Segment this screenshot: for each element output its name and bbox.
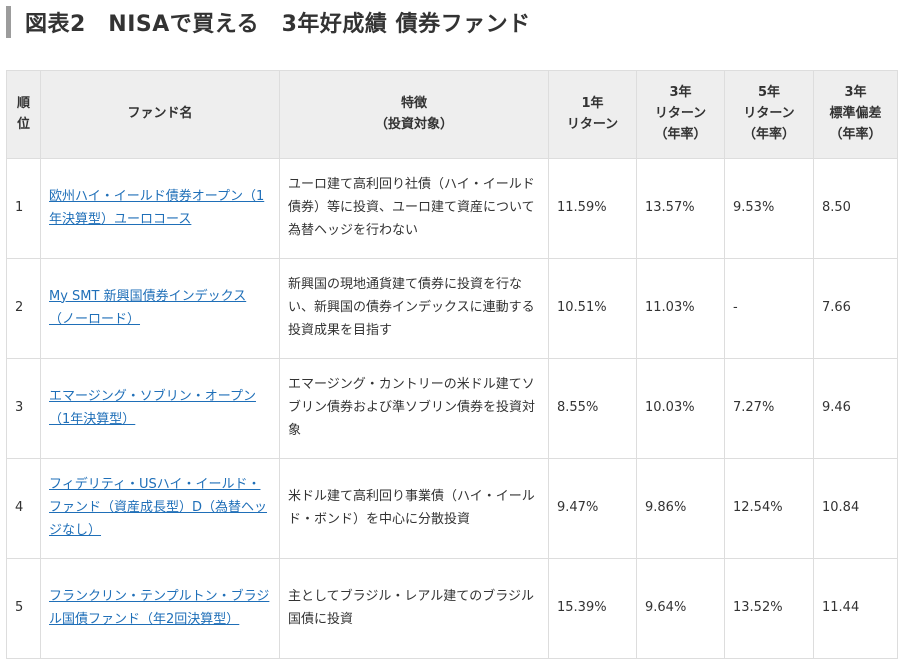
return-3y-cell: 10.03%: [636, 358, 725, 459]
stddev-3y-cell: 10.84: [813, 458, 898, 559]
header-fund-name: ファンド名: [40, 70, 280, 159]
rank-cell: 3: [6, 358, 41, 459]
return-1y-cell: 10.51%: [548, 258, 637, 359]
table-row: 2 My SMT 新興国債券インデックス（ノーロード） 新興国の現地通貨建て債券…: [6, 258, 898, 359]
table-row: 4 フィデリティ・USハイ・イールド・ファンド（資産成長型）D（為替ヘッジなし）…: [6, 458, 898, 559]
rank-cell: 2: [6, 258, 41, 359]
fund-name-cell: My SMT 新興国債券インデックス（ノーロード）: [40, 258, 280, 359]
page-title: 図表2 NISAで買える 3年好成績 債券ファンド: [25, 12, 531, 37]
stddev-3y-cell: 8.50: [813, 158, 898, 259]
header-rank: 順 位: [6, 70, 41, 159]
header-return-1y: 1年 リターン: [548, 70, 637, 159]
return-5y-cell: 9.53%: [724, 158, 814, 259]
rank-cell: 1: [6, 158, 41, 259]
header-return-3y: 3年 リターン （年率）: [636, 70, 725, 159]
return-3y-cell: 11.03%: [636, 258, 725, 359]
return-1y-cell: 8.55%: [548, 358, 637, 459]
return-5y-cell: -: [724, 258, 814, 359]
fund-link[interactable]: フィデリティ・USハイ・イールド・ファンド（資産成長型）D（為替ヘッジなし）: [49, 477, 268, 538]
return-3y-cell: 9.86%: [636, 458, 725, 559]
header-return-5y: 5年 リターン （年率）: [724, 70, 814, 159]
return-5y-cell: 12.54%: [724, 458, 814, 559]
return-5y-cell: 7.27%: [724, 358, 814, 459]
fund-link[interactable]: My SMT 新興国債券インデックス（ノーロード）: [49, 288, 247, 327]
rank-cell: 5: [6, 558, 41, 659]
fund-name-cell: エマージング・ソブリン・オープン（1年決算型）: [40, 358, 280, 459]
return-3y-cell: 9.64%: [636, 558, 725, 659]
fund-name-cell: フランクリン・テンプルトン・ブラジル国債ファンド（年2回決算型）: [40, 558, 280, 659]
return-1y-cell: 15.39%: [548, 558, 637, 659]
stddev-3y-cell: 7.66: [813, 258, 898, 359]
return-1y-cell: 11.59%: [548, 158, 637, 259]
feature-cell: エマージング・カントリーの米ドル建てソブリン債券および準ソブリン債券を投資対象: [279, 358, 549, 459]
fund-name-cell: 欧州ハイ・イールド債券オープン（1年決算型）ユーロコース: [40, 158, 280, 259]
header-stddev-3y: 3年 標準偏差 （年率）: [813, 70, 898, 159]
stddev-3y-cell: 9.46: [813, 358, 898, 459]
feature-cell: 米ドル建て高利回り事業債（ハイ・イールド・ボンド）を中心に分散投資: [279, 458, 549, 559]
feature-cell: 主としてブラジル・レアル建てのブラジル国債に投資: [279, 558, 549, 659]
fund-link[interactable]: 欧州ハイ・イールド債券オープン（1年決算型）ユーロコース: [49, 188, 265, 227]
return-5y-cell: 13.52%: [724, 558, 814, 659]
rank-cell: 4: [6, 458, 41, 559]
table-row: 1 欧州ハイ・イールド債券オープン（1年決算型）ユーロコース ユーロ建て高利回り…: [6, 158, 898, 259]
fund-name-cell: フィデリティ・USハイ・イールド・ファンド（資産成長型）D（為替ヘッジなし）: [40, 458, 280, 559]
figure-title-bar: 図表2 NISAで買える 3年好成績 債券ファンド: [6, 6, 531, 38]
return-3y-cell: 13.57%: [636, 158, 725, 259]
fund-link[interactable]: フランクリン・テンプルトン・ブラジル国債ファンド（年2回決算型）: [49, 588, 270, 627]
feature-cell: ユーロ建て高利回り社債（ハイ・イールド債券）等に投資、ユーロ建て資産について為替…: [279, 158, 549, 259]
table-row: 5 フランクリン・テンプルトン・ブラジル国債ファンド（年2回決算型） 主としてブ…: [6, 558, 898, 659]
table-header-row: 順 位 ファンド名 特徴 （投資対象） 1年 リターン 3年 リターン （年率）…: [6, 70, 898, 159]
table-row: 3 エマージング・ソブリン・オープン（1年決算型） エマージング・カントリーの米…: [6, 358, 898, 459]
header-feature: 特徴 （投資対象）: [279, 70, 549, 159]
return-1y-cell: 9.47%: [548, 458, 637, 559]
feature-cell: 新興国の現地通貨建て債券に投資を行ない、新興国の債券インデックスに連動する投資成…: [279, 258, 549, 359]
bond-fund-ranking-table: 順 位 ファンド名 特徴 （投資対象） 1年 リターン 3年 リターン （年率）…: [6, 70, 898, 659]
fund-link[interactable]: エマージング・ソブリン・オープン（1年決算型）: [49, 388, 256, 427]
stddev-3y-cell: 11.44: [813, 558, 898, 659]
